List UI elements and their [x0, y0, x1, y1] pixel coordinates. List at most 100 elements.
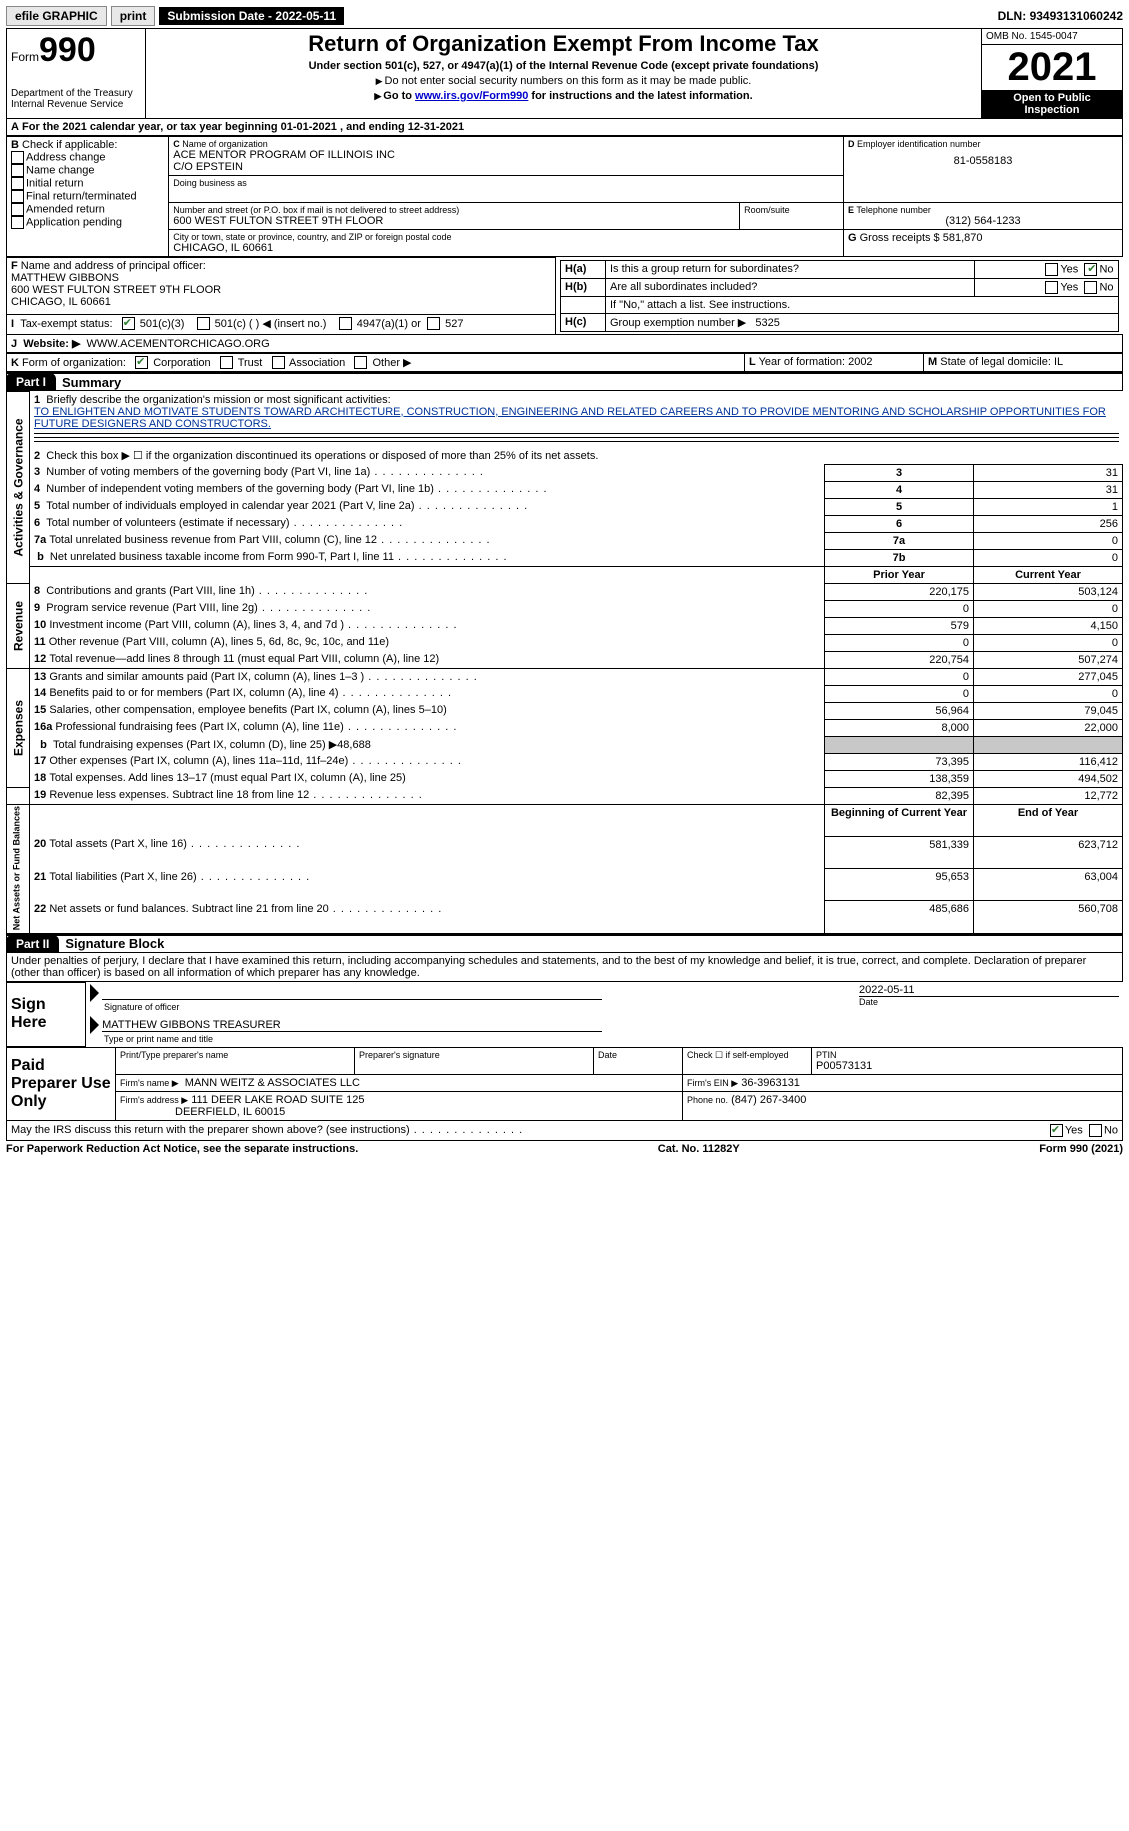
no-label-2: No: [1099, 281, 1113, 293]
org-info-block: B Check if applicable: Address change Na…: [6, 136, 1123, 257]
firm-addr2: DEERFIELD, IL 60015: [175, 1106, 285, 1118]
ptin-label: PTIN: [816, 1050, 1118, 1060]
ag-7a-text: Total unrelated business revenue from Pa…: [49, 534, 490, 546]
ha-no[interactable]: [1084, 263, 1097, 276]
check-address-change[interactable]: Address change: [11, 151, 164, 164]
hb-text: Are all subordinates included?: [606, 278, 975, 296]
exp-15-text: Salaries, other compensation, employee b…: [49, 704, 446, 716]
exp-17-prior: 73,395: [825, 753, 974, 770]
room-label: Room/suite: [744, 205, 839, 215]
ein-label-text: Employer identification number: [857, 139, 981, 149]
rev-8-text: Contributions and grants (Part VIII, lin…: [46, 585, 368, 597]
i-4947[interactable]: [339, 317, 352, 330]
rev-9-prior: 0: [825, 600, 974, 617]
website-url: WWW.ACEMENTORCHICAGO.ORG: [87, 338, 270, 350]
submission-date-value: 2022-05-11: [275, 9, 336, 23]
street-value: 600 WEST FULTON STREET 9TH FLOOR: [173, 215, 735, 227]
part-2-tab: Part II: [6, 935, 59, 953]
ag-7a-no: 7a: [825, 532, 974, 549]
no-label: No: [1099, 263, 1113, 275]
sig-officer-label: Signature of officer: [104, 1002, 851, 1012]
exp-16b-curr: [974, 736, 1123, 753]
discuss-no[interactable]: [1089, 1124, 1102, 1137]
open-to-public: Open to Public Inspection: [982, 90, 1122, 118]
ag-row: 7a Total unrelated business revenue from…: [7, 532, 1123, 549]
rev-12-curr: 507,274: [974, 651, 1123, 668]
k-assoc[interactable]: [272, 356, 285, 369]
exp-16a-prior: 8,000: [825, 719, 974, 736]
rev-11-prior: 0: [825, 634, 974, 651]
hb-yes[interactable]: [1045, 281, 1058, 294]
opt-501c: 501(c) ( ) ◀ (insert no.): [215, 318, 327, 330]
k-corp[interactable]: [135, 356, 148, 369]
print-button[interactable]: print: [111, 6, 156, 26]
rev-10-curr: 4,150: [974, 617, 1123, 634]
pp-date-label: Date: [598, 1050, 678, 1060]
irs-link[interactable]: www.irs.gov/Form990: [415, 90, 528, 102]
part-1-header: Part I Summary: [6, 372, 1123, 391]
ein-value: 81-0558183: [848, 155, 1118, 167]
pp-name-label: Print/Type preparer's name: [120, 1050, 350, 1060]
i-527[interactable]: [427, 317, 440, 330]
i-501c3[interactable]: [122, 317, 135, 330]
city-label: City or town, state or province, country…: [173, 232, 839, 242]
exp-18-prior: 138,359: [825, 770, 974, 787]
opt-4947: 4947(a)(1) or: [357, 318, 421, 330]
na-21-text: Total liabilities (Part X, line 26): [49, 871, 310, 883]
rev-8-curr: 503,124: [974, 583, 1123, 600]
na-21-prior: 95,653: [825, 869, 974, 901]
l-value: 2002: [848, 356, 872, 368]
firm-phone-value: (847) 267-3400: [731, 1094, 806, 1106]
k-other[interactable]: [354, 356, 367, 369]
exp-14-prior: 0: [825, 685, 974, 702]
m-value: IL: [1054, 356, 1063, 368]
pp-check-self-employed[interactable]: Check ☐ if self-employed: [683, 1047, 812, 1074]
ag-6-text: Total number of volunteers (estimate if …: [46, 517, 403, 529]
part-2-header: Part II Signature Block: [6, 934, 1123, 953]
check-initial-return[interactable]: Initial return: [11, 177, 164, 190]
org-name-1: ACE MENTOR PROGRAM OF ILLINOIS INC: [173, 149, 839, 161]
k-trust[interactable]: [220, 356, 233, 369]
firm-addr1: 111 DEER LAKE ROAD SUITE 125: [191, 1094, 364, 1106]
subtitle-2-text: Do not enter social security numbers on …: [385, 75, 752, 87]
dept-treasury: Department of the Treasury: [11, 88, 141, 99]
yes-label-2: Yes: [1060, 281, 1078, 293]
exp-18-text: Total expenses. Add lines 13–17 (must eq…: [49, 772, 405, 784]
part-2-title: Signature Block: [65, 936, 164, 951]
q1-label: Briefly describe the organization's miss…: [46, 394, 390, 406]
signature-block: Sign Here Signature of officer 2022-05-1…: [6, 982, 1123, 1047]
rev-10-prior: 579: [825, 617, 974, 634]
exp-16a-curr: 22,000: [974, 719, 1123, 736]
subtitle-2: Do not enter social security numbers on …: [150, 75, 977, 87]
sig-date-value: 2022-05-11: [859, 984, 1119, 997]
rev-11-text: Other revenue (Part VIII, column (A), li…: [49, 636, 389, 648]
tel-label: E Telephone number: [848, 205, 1118, 215]
opt-application-pending: Application pending: [26, 216, 122, 228]
form-footer: Form 990 (2021): [1039, 1143, 1123, 1155]
i-501c[interactable]: [197, 317, 210, 330]
firm-addr-label: Firm's address ▶: [120, 1095, 188, 1105]
efile-graphic-button[interactable]: efile GRAPHIC: [6, 6, 107, 26]
form-label: Form: [11, 50, 39, 64]
box-f: F Name and address of principal officer:: [11, 260, 551, 272]
side-net-assets: Net Assets or Fund Balances: [7, 804, 30, 933]
penalty-statement: Under penalties of perjury, I declare th…: [6, 953, 1123, 982]
ag-row: 6 Total number of volunteers (estimate i…: [7, 515, 1123, 532]
hb-no[interactable]: [1084, 281, 1097, 294]
form-number: Form990: [11, 31, 141, 70]
check-amended-return[interactable]: Amended return: [11, 203, 164, 216]
tax-year: 2021: [982, 45, 1122, 90]
check-application-pending[interactable]: Application pending: [11, 216, 164, 229]
ha-yes[interactable]: [1045, 263, 1058, 276]
check-name-change[interactable]: Name change: [11, 164, 164, 177]
row-k-label: Form of organization:: [22, 357, 126, 369]
officer-addr1: 600 WEST FULTON STREET 9TH FLOOR: [11, 284, 551, 296]
summary-table: Activities & Governance 1 Briefly descri…: [6, 391, 1123, 934]
na-20-curr: 623,712: [974, 836, 1123, 868]
m-label: State of legal domicile:: [940, 356, 1051, 368]
box-f-label: Name and address of principal officer:: [21, 260, 206, 272]
discuss-yes-label: Yes: [1065, 1124, 1083, 1136]
check-final-return[interactable]: Final return/terminated: [11, 190, 164, 203]
discuss-yes[interactable]: [1050, 1124, 1063, 1137]
dln: DLN: 93493131060242: [998, 9, 1123, 23]
